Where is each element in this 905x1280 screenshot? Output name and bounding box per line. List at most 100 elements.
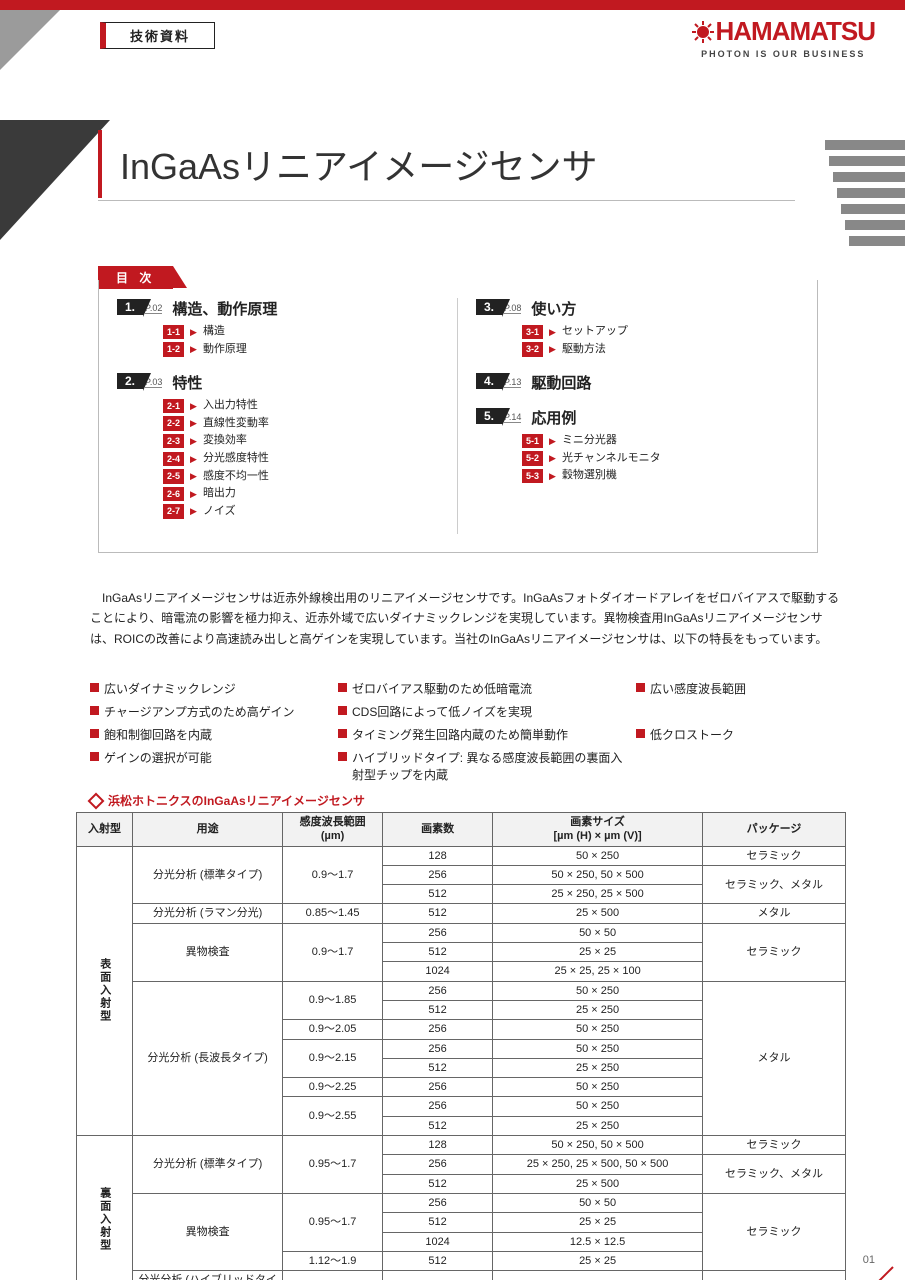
square-bullet-icon (338, 706, 347, 715)
doc-type-badge: 技術資料 (100, 22, 215, 49)
product-table: 入射型 用途 感度波長範囲 (µm) 画素数 画素サイズ [µm (H) × µ… (76, 812, 846, 1280)
feature-item (636, 703, 836, 720)
col-pixels: 画素数 (383, 813, 493, 847)
toc-item-label: 動作原理 (203, 341, 247, 359)
toc-item-tag: 2-3 (163, 434, 184, 448)
toc-item-tag: 2-1 (163, 399, 184, 413)
toc-item-tag: 2-5 (163, 469, 184, 483)
toc-item-tag: 3-1 (522, 325, 543, 339)
toc-item: 2-6▶暗出力 (163, 485, 446, 503)
toc-item-tag: 1-1 (163, 325, 184, 339)
page-number: 01 (863, 1254, 875, 1266)
feature-label: チャージアンプ方式のため高ゲイン (104, 703, 295, 720)
toc-section: 1.P.02構造、動作原理1-1▶構造1-2▶動作原理 (117, 298, 446, 358)
arrow-icon: ▶ (549, 469, 556, 483)
title-underline (98, 200, 795, 201)
toc-item-tag: 5-2 (522, 451, 543, 465)
col-incidence: 入射型 (77, 813, 133, 847)
table-header-row: 入射型 用途 感度波長範囲 (µm) 画素数 画素サイズ [µm (H) × µ… (77, 813, 846, 847)
square-bullet-icon (636, 729, 645, 738)
features-list: 広いダイナミックレンジ ゼロバイアス駆動のため低暗電流 広い感度波長範囲チャージアン… (90, 680, 843, 783)
arrow-icon: ▶ (549, 451, 556, 465)
diamond-bullet-icon (88, 792, 105, 809)
toc-item-label: 光チャンネルモニタ (562, 450, 661, 468)
table-title: 浜松ホトニクスのInGaAsリニアイメージセンサ (108, 792, 365, 809)
toc-number-badge: 2. (117, 373, 143, 389)
col-package: パッケージ (703, 813, 846, 847)
square-bullet-icon (90, 683, 99, 692)
toc-item: 1-1▶構造 (163, 323, 446, 341)
toc-item-tag: 2-2 (163, 416, 184, 430)
toc-item-tag: 5-1 (522, 434, 543, 448)
feature-label: ゲインの選択が可能 (104, 749, 212, 766)
feature-item: ゲインの選択が可能 (90, 749, 330, 783)
toc-box: 1.P.02構造、動作原理1-1▶構造1-2▶動作原理2.P.03特性2-1▶入… (98, 280, 818, 553)
side-stripes-decoration (825, 140, 905, 252)
toc-section: 3.P.08使い方3-1▶セットアップ3-2▶駆動方法 (476, 298, 805, 358)
feature-label: ゼロバイアス駆動のため低暗電流 (352, 680, 532, 697)
toc-section-title: 応用例 (531, 407, 576, 428)
square-bullet-icon (90, 752, 99, 761)
square-bullet-icon (338, 683, 347, 692)
square-bullet-icon (90, 729, 99, 738)
toc-item-tag: 2-6 (163, 487, 184, 501)
feature-item: ハイブリッドタイプ: 異なる感度波長範囲の裏面入射型チップを内蔵 (338, 749, 628, 783)
arrow-icon: ▶ (190, 399, 197, 413)
toc-section-title: 構造、動作原理 (172, 298, 277, 319)
feature-label: 飽和制御回路を内蔵 (104, 726, 212, 743)
toc-number-badge: 1. (117, 299, 143, 315)
toc-item-label: 直線性変動率 (203, 415, 269, 433)
feature-item: チャージアンプ方式のため高ゲイン (90, 703, 330, 720)
feature-item: 飽和制御回路を内蔵 (90, 726, 330, 743)
toc-number-badge: 5. (476, 408, 502, 424)
toc-item-tag: 1-2 (163, 342, 184, 356)
arrow-icon: ▶ (190, 434, 197, 448)
feature-label: ハイブリッドタイプ: 異なる感度波長範囲の裏面入射型チップを内蔵 (352, 749, 628, 783)
toc-section-title: 使い方 (531, 298, 576, 319)
feature-item: ゼロバイアス駆動のため低暗電流 (338, 680, 628, 697)
corner-grey-triangle (0, 10, 60, 70)
toc-number-badge: 4. (476, 373, 502, 389)
arrow-icon: ▶ (190, 416, 197, 430)
toc-item-label: 駆動方法 (562, 341, 606, 359)
col-pixelsize: 画素サイズ [µm (H) × µm (V)] (493, 813, 703, 847)
page: 技術資料 HAMAMATSU PHOTON IS OUR BUSINESS In… (0, 0, 905, 1280)
brand-logo: HAMAMATSU PHOTON IS OUR BUSINESS (692, 16, 876, 59)
square-bullet-icon (338, 752, 347, 761)
col-use: 用途 (133, 813, 283, 847)
feature-label: 広い感度波長範囲 (650, 680, 746, 697)
arrow-icon: ▶ (190, 342, 197, 356)
toc-item: 3-1 ▶ セットアップ (522, 323, 805, 341)
toc-item: 5-1▶ミニ分光器 (522, 432, 805, 450)
arrow-icon: ▶ (190, 504, 197, 518)
toc-item-label: セットアップ (562, 323, 628, 341)
page-title: InGaAsリニアイメージセンサ (120, 138, 795, 190)
arrow-icon: ▶ (549, 325, 556, 339)
col-wavelength: 感度波長範囲 (µm) (283, 813, 383, 847)
arrow-icon: ▶ (190, 487, 197, 501)
feature-item: タイミング発生回路内蔵のため簡単動作 (338, 726, 628, 743)
feature-item: 広いダイナミックレンジ (90, 680, 330, 697)
toc-item: 2-2 ▶ 直線性変動率 (163, 415, 446, 433)
toc-number-badge: 3. (476, 299, 502, 315)
toc-item-label: 変換効率 (203, 432, 247, 450)
square-bullet-icon (338, 729, 347, 738)
arrow-icon: ▶ (549, 342, 556, 356)
feature-label: タイミング発生回路内蔵のため簡単動作 (352, 726, 568, 743)
feature-item: 低クロストーク (636, 726, 836, 743)
toc-item-tag: 2-4 (163, 452, 184, 466)
square-bullet-icon (90, 706, 99, 715)
toc-section-title: 特性 (172, 372, 202, 393)
feature-item: CDS回路によって低ノイズを実現 (338, 703, 628, 720)
toc-section-title: 駆動回路 (531, 372, 591, 393)
toc-item: 3-2▶駆動方法 (522, 341, 805, 359)
toc-item: 2-3 ▶ 変換効率 (163, 432, 446, 450)
toc-item-tag: 2-7 (163, 504, 184, 518)
toc-item-label: 感度不均一性 (203, 468, 269, 486)
toc-item-tag: 5-3 (522, 469, 543, 483)
corner-red-slash (874, 1266, 894, 1280)
toc-item-label: ミニ分光器 (562, 432, 617, 450)
toc-item-label: 分光感度特性 (203, 450, 269, 468)
toc-item: 2-5▶感度不均一性 (163, 468, 446, 486)
toc-item: 1-2 ▶ 動作原理 (163, 341, 446, 359)
